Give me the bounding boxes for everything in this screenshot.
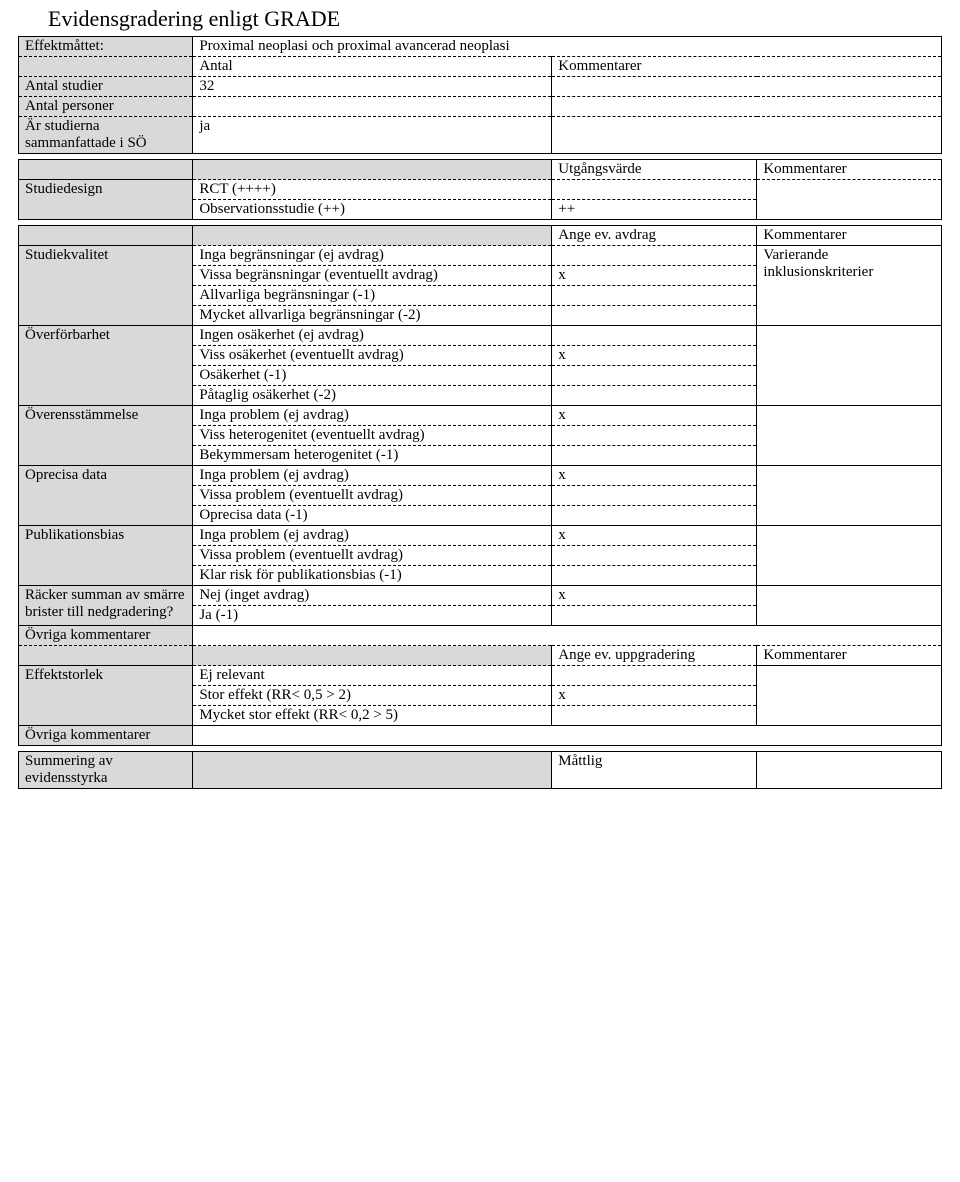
rk-row: Ja (-1) bbox=[193, 606, 552, 626]
overens-label: Överensstämmelse bbox=[19, 406, 193, 466]
sk-row: Allvarliga begränsningar (-1) bbox=[193, 286, 552, 306]
pb-row: Klar risk för publikationsbias (-1) bbox=[193, 566, 552, 586]
x-mark: x bbox=[552, 466, 757, 486]
rk-row: Nej (inget avdrag) bbox=[193, 586, 552, 606]
obs-row: Observationsstudie (++) bbox=[193, 200, 552, 220]
grade-table: Effektmåttet: Proximal neoplasi och prox… bbox=[18, 36, 942, 789]
op-row: Vissa problem (eventuellt avdrag) bbox=[193, 486, 552, 506]
oe-row: Inga problem (ej avdrag) bbox=[193, 406, 552, 426]
sk-row: Vissa begränsningar (eventuellt avdrag) bbox=[193, 266, 552, 286]
antal-header: Antal bbox=[193, 57, 552, 77]
of-row: Viss osäkerhet (eventuellt avdrag) bbox=[193, 346, 552, 366]
kommentarer-header-2: Kommentarer bbox=[757, 160, 942, 180]
page-title: Evidensgradering enligt GRADE bbox=[48, 6, 942, 32]
of-row: Ingen osäkerhet (ej avdrag) bbox=[193, 326, 552, 346]
es-row: Mycket stor effekt (RR< 0,2 > 5) bbox=[193, 706, 552, 726]
oprecisa-label: Oprecisa data bbox=[19, 466, 193, 526]
pb-row: Inga problem (ej avdrag) bbox=[193, 526, 552, 546]
x-mark: x bbox=[552, 266, 757, 286]
op-row: Inga problem (ej avdrag) bbox=[193, 466, 552, 486]
studiekvalitet-label: Studiekvalitet bbox=[19, 246, 193, 326]
ange-upp-header: Ange ev. uppgradering bbox=[552, 646, 757, 666]
antal-studier-value: 32 bbox=[193, 77, 552, 97]
utgangsvarde-header: Utgångsvärde bbox=[552, 160, 757, 180]
x-mark: x bbox=[552, 526, 757, 546]
ange-avdrag-header: Ange ev. avdrag bbox=[552, 226, 757, 246]
x-mark: x bbox=[552, 406, 757, 426]
rct-row: RCT (++++) bbox=[193, 180, 552, 200]
effektstorlek-label: Effektstorlek bbox=[19, 666, 193, 726]
of-row: Påtaglig osäkerhet (-2) bbox=[193, 386, 552, 406]
es-row: Stor effekt (RR< 0,5 > 2) bbox=[193, 686, 552, 706]
ovriga-label: Övriga kommentarer bbox=[19, 626, 193, 646]
kommentarer-header-3: Kommentarer bbox=[757, 226, 942, 246]
kommentarer-header-4: Kommentarer bbox=[757, 646, 942, 666]
kommentarer-header: Kommentarer bbox=[552, 57, 942, 77]
ar-studierna-label: Är studierna sammanfattade i SÖ bbox=[19, 117, 193, 154]
x-mark: x bbox=[552, 686, 757, 706]
oe-row: Viss heterogenitet (eventuellt avdrag) bbox=[193, 426, 552, 446]
summering-label: Summering av evidensstyrka bbox=[19, 752, 193, 789]
sk-row: Inga begränsningar (ej avdrag) bbox=[193, 246, 552, 266]
x-mark: x bbox=[552, 346, 757, 366]
summering-value: Måttlig bbox=[552, 752, 757, 789]
studiedesign-label: Studiedesign bbox=[19, 180, 193, 220]
effektmatt-value: Proximal neoplasi och proximal avancerad… bbox=[193, 37, 942, 57]
sk-row: Mycket allvarliga begränsningar (-2) bbox=[193, 306, 552, 326]
antal-personer-label: Antal personer bbox=[19, 97, 193, 117]
x-mark: x bbox=[552, 586, 757, 606]
effektmatt-label: Effektmåttet: bbox=[19, 37, 193, 57]
sk-comment: Varierande inklusionskriterier bbox=[757, 246, 942, 326]
antal-studier-label: Antal studier bbox=[19, 77, 193, 97]
oe-row: Bekymmersam heterogenitet (-1) bbox=[193, 446, 552, 466]
overforbarhet-label: Överförbarhet bbox=[19, 326, 193, 406]
of-row: Osäkerhet (-1) bbox=[193, 366, 552, 386]
publikationsbias-label: Publikationsbias bbox=[19, 526, 193, 586]
racker-label: Räcker summan av smärre brister till ned… bbox=[19, 586, 193, 626]
ovriga-label-2: Övriga kommentarer bbox=[19, 726, 193, 746]
es-row: Ej relevant bbox=[193, 666, 552, 686]
ar-studierna-value: ja bbox=[193, 117, 552, 154]
pb-row: Vissa problem (eventuellt avdrag) bbox=[193, 546, 552, 566]
op-row: Oprecisa data (-1) bbox=[193, 506, 552, 526]
obs-value: ++ bbox=[552, 200, 757, 220]
